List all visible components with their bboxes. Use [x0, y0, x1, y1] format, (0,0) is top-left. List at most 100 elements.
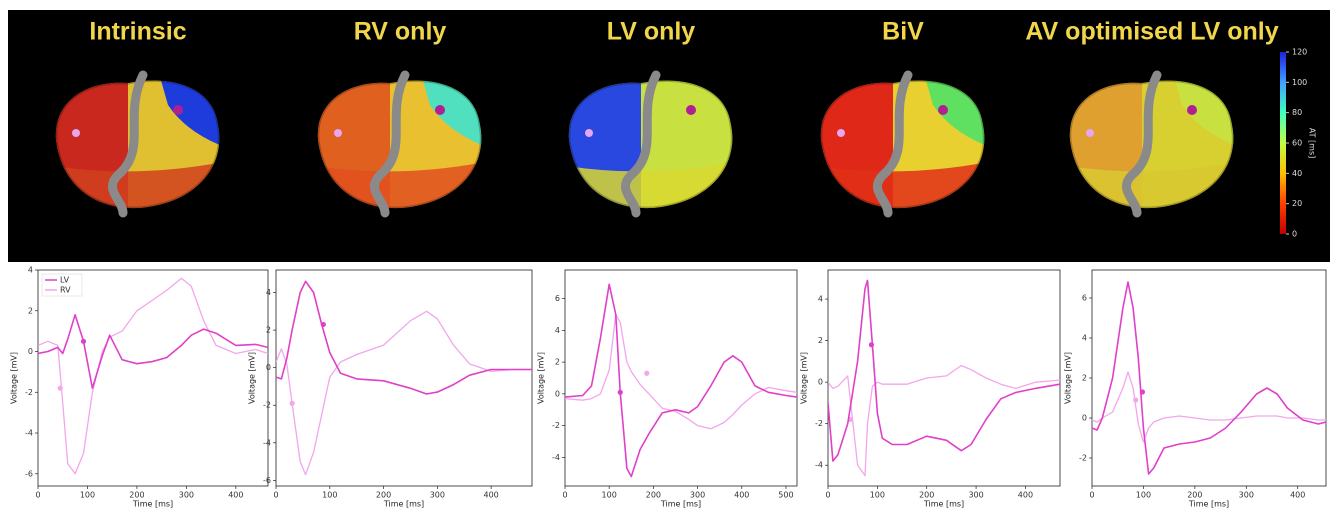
- y-tick-label: -2: [263, 401, 271, 410]
- catheter: [1121, 70, 1162, 218]
- plot-frame: [37, 269, 269, 487]
- x-tick-label: 200: [129, 491, 144, 500]
- panel-title: AV optimised LV only: [1025, 18, 1278, 46]
- y-tick-label: 2: [555, 358, 560, 367]
- catheter: [107, 70, 148, 218]
- x-tick-label: 400: [1018, 491, 1033, 500]
- x-tick-label: 200: [376, 491, 391, 500]
- x-tick-label: 300: [690, 491, 705, 500]
- legend-label: RV: [60, 286, 71, 295]
- x-axis-label: Time [ms]: [660, 500, 701, 509]
- activation-marker: [644, 370, 650, 376]
- x-tick-label: 300: [179, 491, 194, 500]
- heart-region: [568, 160, 733, 209]
- colorbar-tick-label: 120: [1292, 48, 1307, 57]
- y-tick-label: -4: [552, 453, 560, 462]
- series-line: [828, 279, 1060, 462]
- activation-marker: [1139, 389, 1145, 395]
- electrode: [938, 105, 948, 115]
- heart-region: [55, 160, 220, 209]
- panel-title: Intrinsic: [89, 18, 186, 46]
- y-tick-label: -2: [1079, 454, 1087, 463]
- y-tick-label: 2: [266, 326, 271, 335]
- series-line: [565, 313, 797, 430]
- heart-shade: [1068, 79, 1235, 210]
- heart-shade: [54, 79, 221, 210]
- electrode: [837, 129, 845, 137]
- colorbar: [1280, 52, 1286, 234]
- electrode: [1086, 129, 1094, 137]
- x-tick-label: 100: [1136, 491, 1151, 500]
- x-tick-label: 0: [1089, 491, 1094, 500]
- y-tick-label: 6: [555, 294, 560, 303]
- y-tick-label: -2: [25, 388, 33, 397]
- plot-frame: [275, 269, 533, 487]
- x-tick-label: 0: [273, 491, 278, 500]
- panel-title: LV only: [607, 18, 696, 46]
- heart-region: [1069, 160, 1234, 209]
- series-line: [565, 283, 797, 478]
- electrode: [173, 105, 183, 115]
- x-tick-label: 200: [1187, 491, 1202, 500]
- activation-marker: [868, 342, 875, 348]
- x-tick-label: 200: [919, 491, 934, 500]
- panel-title: RV only: [354, 18, 447, 46]
- activation-marker: [80, 338, 87, 344]
- y-tick-label: 0: [555, 389, 560, 398]
- heart-shade: [316, 79, 483, 210]
- activation-marker: [320, 321, 326, 328]
- x-tick-label: 100: [80, 491, 95, 500]
- y-tick-label: 6: [1082, 294, 1087, 303]
- x-tick-label: 100: [602, 491, 617, 500]
- activation-marker: [1133, 397, 1139, 403]
- y-axis-label: Voltage [mV]: [537, 352, 546, 404]
- colorbar-tick-label: 100: [1292, 78, 1307, 87]
- x-axis-label: Time [ms]: [383, 500, 424, 509]
- series-line: [1092, 281, 1326, 475]
- x-axis-label: Time [ms]: [1188, 500, 1229, 509]
- catheter: [620, 70, 661, 218]
- electrode: [686, 105, 696, 115]
- electrode: [1187, 105, 1197, 115]
- x-tick-label: 0: [35, 491, 40, 500]
- x-tick-label: 300: [968, 491, 983, 500]
- series-line: [276, 280, 532, 395]
- x-tick-label: 400: [228, 491, 243, 500]
- x-tick-label: 200: [646, 491, 661, 500]
- y-axis-label: Voltage [mV]: [800, 352, 809, 404]
- y-tick-label: -4: [815, 461, 823, 470]
- plot-frame: [564, 269, 798, 487]
- y-tick-label: 2: [818, 336, 823, 345]
- x-tick-label: 400: [483, 491, 498, 500]
- x-tick-label: 300: [1239, 491, 1254, 500]
- heart-shade: [567, 79, 734, 210]
- y-tick-label: 4: [1082, 334, 1087, 343]
- catheter: [872, 70, 913, 218]
- y-tick-label: 0: [818, 378, 823, 387]
- y-tick-label: 2: [1082, 374, 1087, 383]
- colorbar-tick-label: 20: [1292, 199, 1302, 208]
- electrode: [72, 129, 80, 137]
- x-tick-label: 300: [430, 491, 445, 500]
- colorbar-tick-label: 0: [1292, 230, 1297, 239]
- y-tick-label: 4: [818, 295, 823, 304]
- x-tick-label: 100: [870, 491, 885, 500]
- x-tick-label: 400: [1290, 491, 1305, 500]
- y-tick-label: -6: [263, 476, 271, 485]
- y-tick-label: -2: [552, 421, 560, 430]
- colorbar-label: AT [ms]: [1308, 128, 1317, 158]
- y-tick-label: -4: [25, 429, 33, 438]
- y-tick-label: 0: [266, 363, 271, 372]
- plot-frame: [1091, 269, 1327, 487]
- x-axis-label: Time [ms]: [132, 500, 173, 509]
- series-line: [38, 314, 268, 389]
- heart-shade: [819, 79, 986, 210]
- x-axis-label: Time [ms]: [923, 500, 964, 509]
- panel-title: BiV: [882, 18, 924, 46]
- activation-marker: [617, 389, 623, 395]
- electrode: [435, 105, 445, 115]
- legend-label: LV: [60, 276, 70, 285]
- y-tick-label: -4: [263, 438, 271, 447]
- plot-frame: [827, 269, 1061, 487]
